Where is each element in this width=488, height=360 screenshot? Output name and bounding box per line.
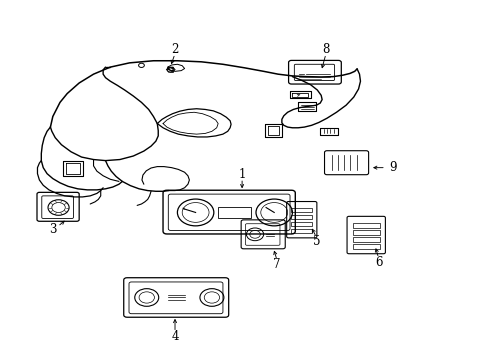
Bar — [352, 223, 379, 228]
Bar — [291, 207, 311, 212]
Bar — [291, 229, 311, 233]
Bar — [218, 207, 250, 218]
Text: 9: 9 — [388, 161, 396, 174]
Text: 8: 8 — [322, 43, 329, 56]
Text: 1: 1 — [238, 168, 245, 181]
Bar — [352, 237, 379, 242]
Text: 3: 3 — [49, 223, 57, 236]
Bar — [291, 222, 311, 226]
Text: 7: 7 — [273, 258, 280, 271]
Text: 2: 2 — [171, 43, 178, 56]
Text: 5: 5 — [312, 235, 320, 248]
Bar — [291, 215, 311, 219]
Text: 6: 6 — [374, 256, 382, 269]
Text: 4: 4 — [171, 330, 179, 343]
Bar — [352, 230, 379, 235]
Bar — [352, 244, 379, 249]
